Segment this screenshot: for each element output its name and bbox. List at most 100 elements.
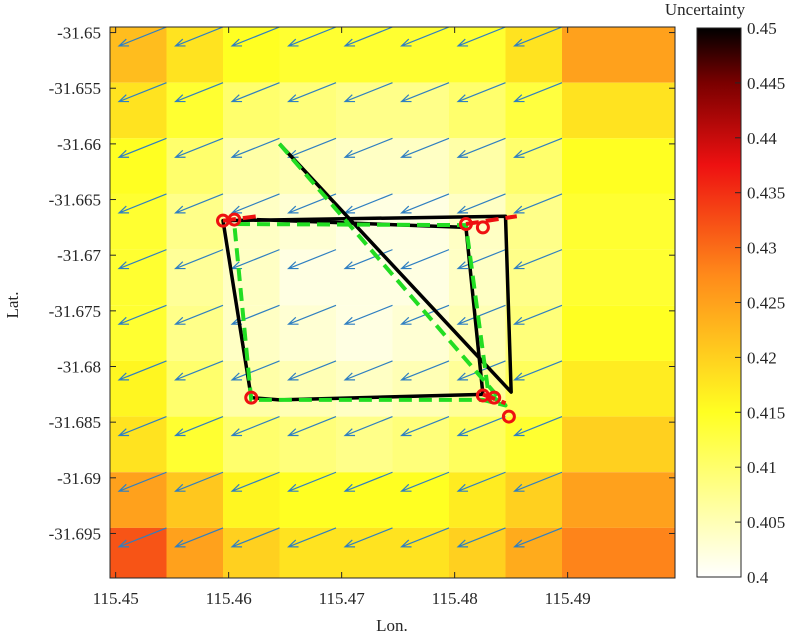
- heatmap-cell: [336, 138, 393, 194]
- scatter-point: [227, 212, 242, 227]
- vector-arrow: [456, 527, 506, 548]
- vector-arrow: [174, 27, 224, 47]
- vector-arrow: [117, 304, 167, 325]
- vector-arrow: [400, 193, 450, 214]
- heatmap-cell: [223, 27, 280, 83]
- heatmap-cell: [110, 360, 167, 417]
- vector-arrow: [287, 416, 337, 437]
- vector-arrow: [400, 137, 450, 158]
- vector-arrow: [174, 193, 224, 214]
- heatmap-cell: [392, 27, 449, 83]
- colorbar-ticks: 0.4 0.405 0.41 0.415 0.42 0.425 0.43 0.435 0.44 0…: [735, 19, 785, 587]
- y-axis-label: Lat.: [3, 292, 22, 319]
- heatmap-cell: [110, 527, 167, 578]
- y-tick-label: -31.67: [57, 246, 101, 265]
- colorbar-tick-label: 0.425: [747, 294, 785, 313]
- vector-arrow: [343, 304, 393, 325]
- colorbar-tick-label: 0.415: [747, 403, 785, 422]
- heatmap-cell: [392, 472, 449, 528]
- heatmap-cell: [336, 472, 393, 528]
- y-tick-label: -31.695: [49, 524, 101, 543]
- vector-arrow: [456, 304, 506, 325]
- vector-arrow: [287, 27, 337, 47]
- heatmap-cell: [223, 416, 280, 473]
- vector-arrow: [400, 360, 450, 381]
- heatmap-cell: [392, 82, 449, 139]
- heatmap-cell: [336, 82, 393, 139]
- vector-arrow: [513, 471, 563, 492]
- y-axis: -31.65 -31.655 -31.66 -31.665 -31.67 -31.675 -…: [49, 24, 675, 543]
- vector-arrow: [287, 360, 337, 381]
- heatmap-cell: [166, 305, 223, 361]
- vector-arrow: [343, 360, 393, 381]
- heatmap-cell: [505, 360, 562, 417]
- colorbar-tick-label: 0.43: [747, 239, 777, 258]
- heatmap-cell: [166, 416, 223, 473]
- heatmap-cell: [392, 360, 449, 417]
- colorbar-tick-label: 0.41: [747, 458, 777, 477]
- heatmap-cell: [110, 472, 167, 528]
- vector-arrow: [456, 416, 506, 437]
- vector-arrow: [174, 304, 224, 325]
- x-axis-label: Lon.: [376, 616, 408, 634]
- vector-arrow: [343, 137, 393, 158]
- heatmap-cell: [336, 360, 393, 417]
- vector-arrow: [513, 416, 563, 437]
- vector-arrow: [343, 249, 393, 270]
- vector-arrow: [513, 137, 563, 158]
- heatmap-cell: [505, 527, 562, 578]
- x-tick-label: 115.48: [432, 589, 478, 608]
- heatmap-cell: [279, 249, 336, 306]
- vector-arrow: [117, 527, 167, 548]
- vector-arrow: [456, 137, 506, 158]
- heatmap-cell: [449, 27, 506, 83]
- vector-arrow: [174, 137, 224, 158]
- heatmap-cell: [562, 305, 675, 361]
- heatmap-cell: [279, 472, 336, 528]
- vector-arrow: [343, 416, 393, 437]
- heatmap-cell: [110, 416, 167, 473]
- vector-arrow: [456, 193, 506, 214]
- heatmap-cell: [505, 27, 562, 83]
- vector-arrow: [117, 416, 167, 437]
- colorbar: [696, 27, 742, 578]
- vector-arrow: [513, 527, 563, 548]
- dashed-trajectory: [465, 214, 518, 227]
- vector-arrow: [513, 82, 563, 103]
- vector-arrow: [230, 82, 280, 103]
- heatmap-cell: [562, 360, 675, 417]
- heatmap-cell: [279, 360, 336, 417]
- heatmap-cell: [336, 305, 393, 361]
- vector-arrow: [513, 249, 563, 270]
- colorbar-label: Uncertainty: [665, 0, 746, 19]
- y-tick-label: -31.655: [49, 79, 101, 98]
- vector-arrow: [287, 527, 337, 548]
- vector-arrow: [400, 27, 450, 47]
- heatmap-cell: [336, 416, 393, 473]
- heatmap-cell: [279, 416, 336, 473]
- heatmap-cell: [505, 82, 562, 139]
- vector-arrow: [230, 527, 280, 548]
- colorbar-tick-label: 0.435: [747, 184, 785, 203]
- colorbar-tick-label: 0.45: [747, 19, 777, 38]
- heatmap-cell: [505, 249, 562, 306]
- heatmap-cell: [223, 472, 280, 528]
- heatmap-cell: [166, 27, 223, 83]
- heatmap-cell: [279, 138, 336, 194]
- vector-arrow: [400, 527, 450, 548]
- vector-arrow: [343, 527, 393, 548]
- vector-arrow: [513, 360, 563, 381]
- heatmap-cell: [562, 138, 675, 194]
- scatter-point: [501, 409, 516, 424]
- vector-arrow: [287, 82, 337, 103]
- vector-arrow: [230, 27, 280, 47]
- vector-arrow: [287, 304, 337, 325]
- x-axis: 115.45 115.46 115.47 115.48 115.49: [93, 27, 591, 608]
- heatmap-cell: [223, 305, 280, 361]
- heatmap-cell: [392, 138, 449, 194]
- x-tick-label: 115.46: [206, 589, 252, 608]
- vector-arrow: [456, 82, 506, 103]
- heatmap-cell: [562, 82, 675, 139]
- vector-arrow: [174, 471, 224, 492]
- heatmap-cell: [392, 193, 449, 250]
